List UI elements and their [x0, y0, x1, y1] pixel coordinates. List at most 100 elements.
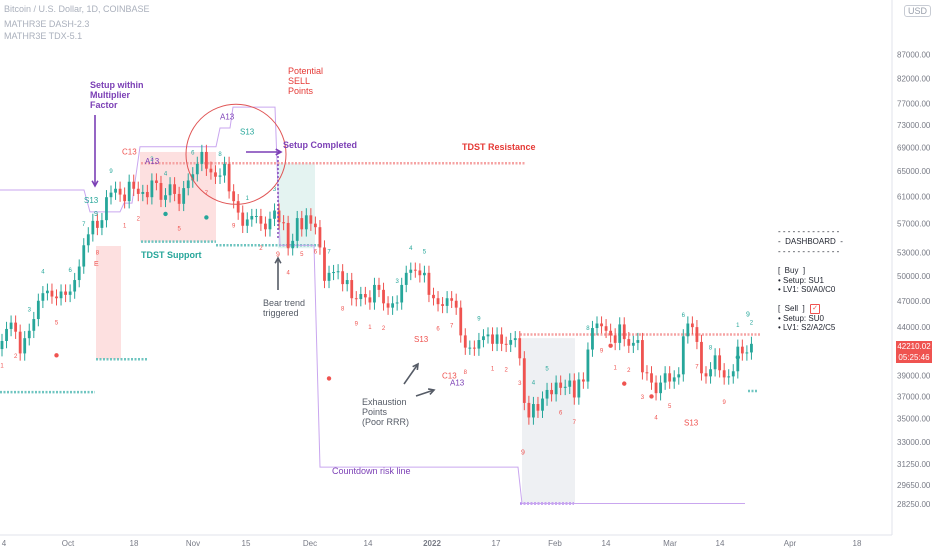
- setup-count: 2: [750, 320, 754, 326]
- candle-body: [413, 269, 417, 271]
- candle-body: [404, 272, 408, 285]
- signal-dot: [163, 211, 168, 217]
- candle-body: [500, 334, 504, 344]
- candle-body: [209, 168, 213, 173]
- candle-body: [32, 319, 36, 331]
- candle: [209, 161, 213, 180]
- candle-body: [572, 380, 576, 398]
- candle-body: [700, 341, 703, 374]
- candle-body: [518, 338, 522, 359]
- candle-body: [18, 331, 22, 354]
- candle: [618, 317, 622, 351]
- potential-sell-note: Potential SELL Points: [288, 66, 323, 96]
- note-line: Points: [362, 407, 388, 417]
- candle-body: [309, 215, 313, 224]
- candle: [77, 259, 81, 288]
- setup-count: 6: [436, 327, 440, 333]
- x-axis[interactable]: 4 Oct 18 Nov 15 Dec 14 2022 17 Feb 14 Mar 14 Apr 18: [0, 534, 892, 548]
- candle: [59, 284, 63, 306]
- candle-body: [277, 210, 281, 223]
- setup-count: 5: [423, 249, 427, 255]
- candle-body: [91, 220, 95, 235]
- signal-label: C13: [442, 371, 457, 380]
- candle-body: [400, 284, 404, 303]
- indicator-2-label[interactable]: MATHR3E TDX-5.1: [4, 31, 83, 41]
- dashboard-sell-setup: • Setup: SU0: [778, 314, 824, 323]
- candle: [0, 333, 4, 357]
- candle-body: [654, 382, 658, 394]
- candle-body: [436, 298, 440, 305]
- candle: [581, 372, 585, 389]
- candle: [41, 286, 45, 309]
- candle: [636, 332, 640, 351]
- candle: [595, 316, 599, 336]
- candle: [91, 213, 95, 242]
- candle: [522, 351, 526, 411]
- setup-completed-note: Setup Completed: [283, 140, 358, 150]
- candle: [627, 331, 631, 353]
- candle: [491, 327, 494, 352]
- candle: [82, 238, 86, 274]
- candle-body: [264, 223, 267, 230]
- candle: [332, 264, 335, 281]
- x-tick-label: Oct: [62, 539, 75, 548]
- candle: [463, 328, 467, 355]
- signal-label: S13: [414, 335, 429, 344]
- x-tick-label: 14: [716, 539, 725, 548]
- candle-body: [73, 280, 77, 292]
- candle: [704, 366, 708, 384]
- candle-body: [168, 184, 172, 196]
- candle: [64, 284, 67, 303]
- candle-body: [182, 188, 186, 204]
- candle-body: [105, 197, 108, 221]
- setup-count: 2: [137, 216, 141, 222]
- setup-count: 6: [682, 313, 686, 319]
- signal-label: S13: [240, 128, 255, 137]
- candle-body: [68, 291, 72, 295]
- candle: [518, 331, 522, 366]
- candle-body: [482, 336, 485, 341]
- setup-multiplier-note: Setup within Multiplier Factor: [90, 80, 144, 110]
- currency-button[interactable]: USD: [904, 5, 932, 17]
- note-line: Setup within: [90, 80, 144, 90]
- candle: [532, 396, 535, 425]
- candle-body: [241, 212, 245, 226]
- candle: [591, 320, 594, 357]
- candle-body: [568, 380, 572, 387]
- indicator-1-label[interactable]: MATHR3E DASH-2.3: [4, 19, 90, 29]
- candle: [218, 168, 222, 184]
- y-tick-label: 33000.00: [897, 438, 931, 447]
- x-tick-label: 14: [364, 539, 373, 548]
- candle-body: [368, 297, 372, 303]
- bear-trend-note: Bear trend triggered: [263, 298, 305, 318]
- candle: [377, 277, 381, 298]
- checkbox-icon[interactable]: ✓: [810, 304, 820, 314]
- candle-body: [363, 294, 367, 298]
- signal-label: 9: [521, 449, 525, 456]
- candle: [423, 265, 426, 283]
- candle-body: [641, 340, 644, 373]
- candle: [182, 180, 186, 212]
- candle: [254, 208, 258, 224]
- candle: [123, 187, 127, 209]
- candle: [559, 375, 563, 396]
- candle: [86, 227, 90, 253]
- exhaustion-arrow-icon-head: [427, 388, 436, 395]
- candle-body: [668, 373, 672, 382]
- candle-body: [486, 334, 490, 337]
- x-tick-label: Apr: [784, 539, 797, 548]
- candle-body: [622, 324, 626, 340]
- candle: [195, 156, 199, 182]
- candle-body: [686, 323, 690, 337]
- candle-body: [313, 223, 317, 228]
- setup-box: [96, 246, 121, 360]
- candle: [336, 264, 340, 280]
- y-axis[interactable]: 87000.00 82000.00 77000.00 73000.00 69000.00…: [891, 0, 932, 550]
- candle-body: [554, 382, 558, 395]
- candle-body: [291, 240, 295, 249]
- candle-body: [155, 180, 158, 184]
- candle: [395, 295, 399, 311]
- candle: [709, 362, 712, 384]
- candle-body: [504, 343, 508, 345]
